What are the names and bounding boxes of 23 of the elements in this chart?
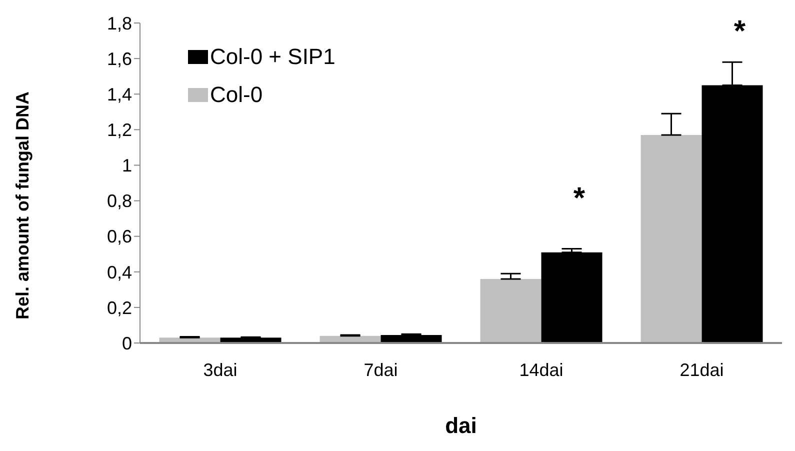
legend-label: Col-0 + SIP1 bbox=[210, 44, 336, 70]
y-tick-label: 1 bbox=[122, 156, 132, 176]
y-tick-label: 1,6 bbox=[106, 48, 132, 69]
y-tick-label: 1,4 bbox=[106, 84, 132, 104]
annotation: * bbox=[734, 14, 746, 48]
legend-label: Col-0 bbox=[210, 82, 263, 108]
y-tick-label: 1,2 bbox=[106, 120, 132, 140]
y-tick-label: 0,8 bbox=[106, 191, 132, 212]
y-tick-label: 0,6 bbox=[106, 226, 132, 247]
y-tick-label: 0,4 bbox=[106, 262, 132, 282]
y-tick-label: 1,8 bbox=[106, 13, 132, 34]
bar bbox=[480, 279, 542, 343]
x-tick-label: 3dai bbox=[203, 360, 238, 380]
bar bbox=[640, 135, 702, 343]
x-tick-label: 21dai bbox=[680, 360, 724, 380]
y-tick-label: 0 bbox=[122, 333, 132, 354]
y-axis-title: Rel. amount of fungal DNA bbox=[12, 92, 34, 320]
y-tick-label: 0,2 bbox=[106, 298, 132, 318]
x-tick-label: 7dai bbox=[364, 360, 398, 380]
annotation: * bbox=[573, 182, 586, 215]
x-tick-label: 14dai bbox=[519, 360, 564, 380]
bar bbox=[541, 252, 602, 343]
x-axis-title: dai bbox=[444, 413, 478, 439]
